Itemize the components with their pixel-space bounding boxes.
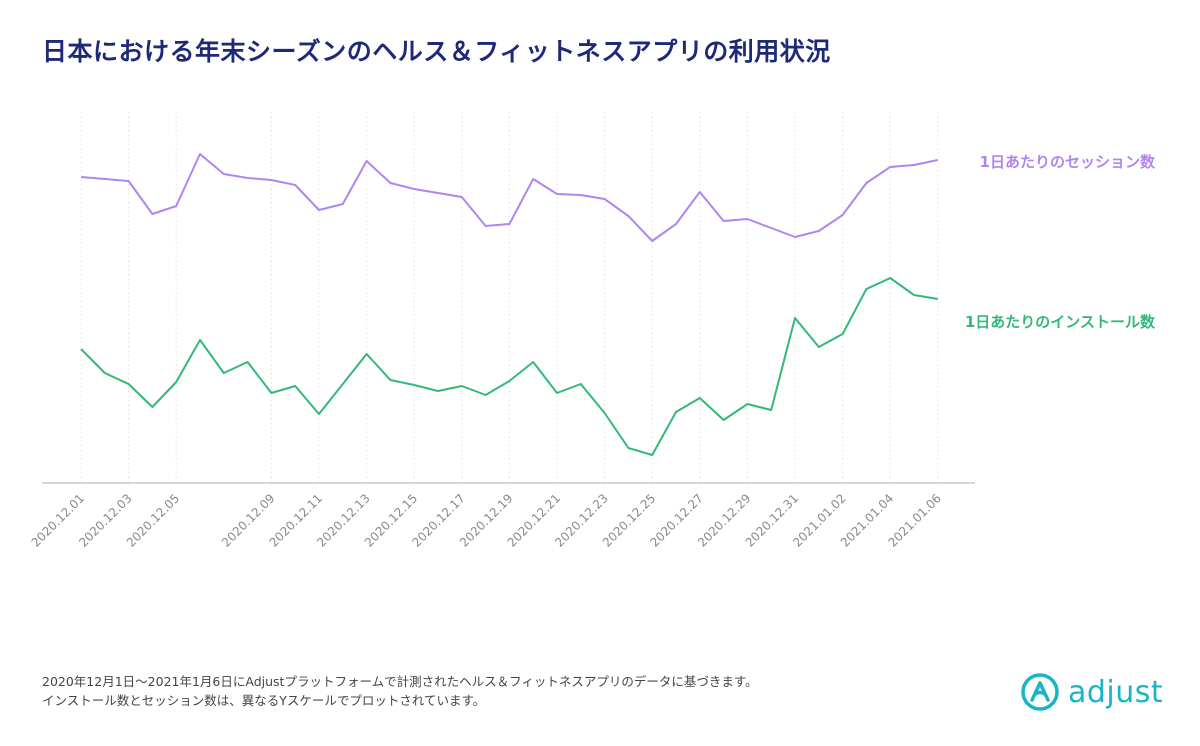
chart-title: 日本における年末シーズンのヘルス＆フィットネスアプリの利用状況 bbox=[42, 37, 831, 66]
series-label-sessions: 1日あたりのセッション数 bbox=[980, 153, 1156, 171]
adjust-logo: adjust bbox=[1020, 672, 1163, 712]
series-line-installs bbox=[80, 277, 938, 456]
series-label-installs: 1日あたりのインストール数 bbox=[965, 313, 1156, 331]
grid-lines bbox=[80, 112, 939, 483]
footnote: 2020年12月1日～2021年1月6日にAdjustプラットフォームで計測され… bbox=[42, 672, 758, 710]
footnote-line-2: インストール数とセッション数は、異なるYスケールでプロットされています。 bbox=[42, 693, 486, 708]
adjust-logo-icon bbox=[1021, 673, 1059, 711]
series-line-sessions bbox=[80, 153, 939, 242]
adjust-logo-text: adjust bbox=[1068, 674, 1164, 710]
footnote-line-1: 2020年12月1日～2021年1月6日にAdjustプラットフォームで計測され… bbox=[42, 674, 758, 689]
series-lines bbox=[80, 153, 939, 456]
series-labels: 1日あたりのセッション数 1日あたりのインストール数 bbox=[965, 153, 1156, 331]
